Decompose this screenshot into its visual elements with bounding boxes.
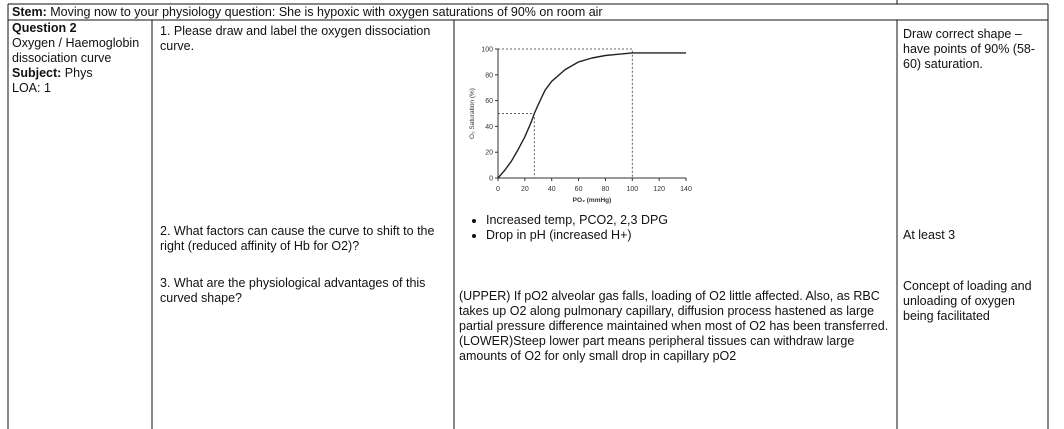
question-topic: Oxygen / Haemoglobin dissociation curve bbox=[12, 36, 140, 65]
y-tick-label: 80 bbox=[485, 72, 493, 79]
guide-line bbox=[498, 113, 535, 178]
question-info: Question 2 Oxygen / Haemoglobin dissocia… bbox=[12, 21, 150, 96]
answer-bullet: Drop in pH (increased H+) bbox=[486, 228, 888, 243]
guide-line bbox=[498, 48, 633, 178]
chart: 0 20 40 60 80 100 0 20 40 60 80 100 120 140 PO₂ (mmHg)… bbox=[469, 47, 692, 205]
marking-text: Concept of loading and unloading of oxyg… bbox=[903, 279, 1032, 323]
marking-text: Draw correct shape – have points of 90% … bbox=[903, 27, 1036, 71]
stem: Stem: Moving now to your physiology ques… bbox=[12, 5, 892, 20]
curve bbox=[497, 52, 686, 179]
question-text: 3. What are the physiological advantages… bbox=[160, 276, 426, 305]
loa: LOA: 1 bbox=[12, 81, 51, 95]
x-tick-label: 140 bbox=[680, 186, 692, 193]
x-tick-label: 120 bbox=[653, 186, 665, 193]
y-tick-label: 40 bbox=[485, 124, 493, 131]
x-axis-label: PO₂ (mmHg) bbox=[573, 197, 612, 204]
question-text: 1. Please draw and label the oxygen diss… bbox=[160, 24, 431, 53]
x-tick-label: 20 bbox=[521, 186, 529, 193]
subject-label: Subject: bbox=[12, 66, 62, 80]
y-tick-label: 20 bbox=[485, 150, 493, 157]
stem-text: Moving now to your physiology question: … bbox=[50, 5, 603, 19]
answer-paragraph: (UPPER) If pO2 alveolar gas falls, loadi… bbox=[459, 289, 889, 333]
answer-bullet: Increased temp, PCO2, 2,3 DPG bbox=[486, 213, 888, 228]
question-text: 2. What factors can cause the curve to s… bbox=[160, 224, 435, 253]
y-axis-label: O₂ Saturation (%) bbox=[469, 88, 476, 139]
x-tick-label: 40 bbox=[548, 186, 556, 193]
answer-paragraph: (LOWER)Steep lower part means peripheral… bbox=[459, 334, 855, 363]
x-tick-label: 0 bbox=[496, 186, 500, 193]
x-tick-label: 100 bbox=[626, 186, 638, 193]
question-title: Question 2 bbox=[12, 21, 77, 35]
x-tick-label: 80 bbox=[602, 186, 610, 193]
marking-text: At least 3 bbox=[903, 228, 956, 242]
y-tick-label: 100 bbox=[481, 47, 493, 54]
y-tick-label: 60 bbox=[485, 98, 493, 105]
stem-label: Stem: bbox=[12, 5, 47, 19]
subject: Phys bbox=[64, 66, 93, 80]
answer: (UPPER) If pO2 alveolar gas falls, loadi… bbox=[459, 289, 891, 364]
x-tick-label: 60 bbox=[575, 186, 583, 193]
y-tick-label: 0 bbox=[489, 176, 493, 183]
answer: Increased temp, PCO2, 2,3 DPGDrop in pH … bbox=[468, 213, 888, 243]
